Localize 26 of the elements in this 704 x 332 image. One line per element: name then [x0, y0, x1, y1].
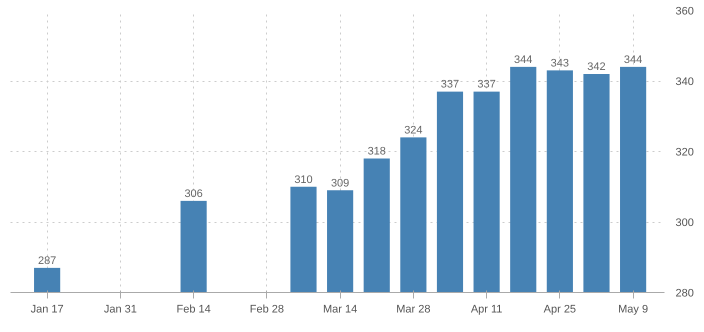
data-label: 342	[587, 60, 606, 73]
y-tick-label: 340	[676, 76, 694, 88]
y-tick-label: 320	[676, 146, 694, 158]
x-tick-label: Apr 25	[544, 304, 576, 316]
data-label: 344	[624, 54, 642, 66]
y-tick-label: 280	[676, 288, 694, 300]
data-label: 324	[404, 124, 423, 136]
data-label: 343	[550, 57, 570, 70]
x-tick-label: Apr 11	[470, 304, 502, 316]
data-label: 344	[514, 54, 532, 66]
x-tick-label: Mar 14	[323, 304, 358, 316]
data-label: 306	[184, 188, 203, 200]
data-label: 310	[294, 174, 313, 186]
x-tick-label: Jan 17	[30, 304, 64, 316]
x-tick-label: Feb 28	[250, 304, 284, 316]
x-tick-label: Jan 31	[104, 304, 137, 316]
x-tick-label: Feb 14	[176, 304, 211, 316]
data-label: 287	[38, 254, 56, 267]
data-label: 337	[440, 78, 460, 91]
data-label: 337	[477, 78, 496, 91]
y-tick-label: 360	[676, 6, 694, 18]
y-tick-label: 300	[676, 217, 694, 229]
data-label: 309	[330, 177, 350, 190]
x-tick-label: Mar 28	[396, 304, 430, 316]
data-label: 318	[368, 146, 386, 158]
x-tick-label: May 9	[618, 304, 648, 316]
